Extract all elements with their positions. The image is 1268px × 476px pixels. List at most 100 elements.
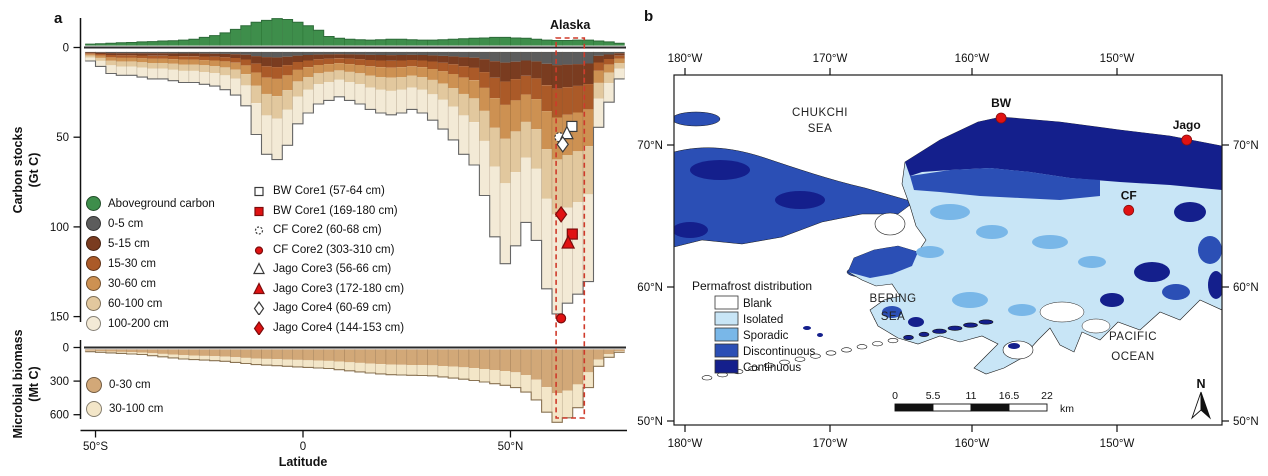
legend-swatch: [86, 236, 101, 251]
depth-legend: Aboveground carbon 0-5 cm 5-15 cm 15-30 cm 3…: [86, 196, 215, 336]
carbon-stack-bars: [84, 18, 625, 315]
legend-item: Jago Core3 (172-180 cm): [252, 281, 404, 296]
svg-text:OCEAN: OCEAN: [1111, 351, 1154, 363]
lat-tick-label: 50°N: [1233, 416, 1259, 428]
carbon-y-tick-label: 50: [56, 132, 69, 144]
legend-swatch: [86, 196, 101, 211]
legend-item-label: 15-30 cm: [108, 257, 156, 270]
panel-b-label: b: [644, 8, 654, 25]
biomass-y-tick-label: 300: [50, 376, 69, 388]
legend-item-label: 0-5 cm: [108, 217, 144, 230]
carbon-latitude-chart: 0 50 100 150 0 300 600 50°S 0 50°N Latitude Carbon …: [11, 18, 627, 469]
permafrost-legend-swatch: [714, 295, 739, 310]
permafrost-legend-label: Blank: [743, 298, 772, 310]
square-marker-icon: [254, 206, 264, 216]
legend-item-label: BW Core1 (57-64 cm): [273, 185, 385, 197]
carbon-y-tick-label: 0: [63, 43, 69, 55]
legend-item: 60-100 cm: [86, 296, 215, 311]
legend-item-label: CF Core2 (60-68 cm): [273, 224, 382, 236]
lon-tick-label: 170°W: [813, 53, 848, 65]
legend-item-label: CF Core2 (303-310 cm): [273, 243, 395, 256]
legend-item: BW Core1 (169-180 cm): [252, 204, 404, 218]
legend-item-label: Jago Core4 (60-69 cm): [273, 302, 392, 314]
legend-item-label: 30-60 cm: [108, 277, 156, 290]
latitude-tick-label: 50°S: [83, 441, 108, 453]
lon-tick-label: 150°W: [1100, 438, 1135, 450]
circle-marker-icon: [254, 245, 264, 255]
biomass-legend: 0-30 cm 30-100 cm: [86, 377, 163, 425]
lat-tick-label: 60°N: [637, 282, 663, 294]
legend-swatch: [86, 216, 101, 231]
core-marker: [559, 125, 574, 140]
square-marker-icon: [254, 186, 264, 197]
chukchi-sea-label: CHUKCHI: [792, 107, 848, 119]
triangle-marker-icon: [253, 262, 265, 275]
biomass-y-tick-label: 0: [63, 343, 69, 355]
legend-item: Jago Core4 (144-153 cm): [252, 320, 405, 335]
permafrost-legend: Permafrost distribution Blank Isolated Spor…: [692, 279, 815, 374]
circle-marker-icon: [254, 226, 264, 235]
lon-tick-label: 170°W: [813, 438, 848, 450]
map-scalebar: 0 5.5 11 16.5 22 km: [892, 390, 1074, 415]
legend-item: Aboveground carbon: [86, 196, 215, 211]
lat-tick-label: 60°N: [1233, 282, 1259, 294]
permafrost-legend-swatch: [714, 359, 739, 374]
core-marker: [555, 313, 567, 324]
legend-item-label: 30-100 cm: [109, 403, 164, 415]
bering-sea-label: BERING: [869, 293, 916, 305]
svg-text:(Mt C): (Mt C): [27, 366, 41, 401]
lon-tick-label: 180°W: [668, 438, 703, 450]
legend-item: 0-30 cm: [86, 377, 163, 393]
svg-text:(Gt C): (Gt C): [27, 153, 41, 188]
permafrost-legend-swatch: [714, 343, 739, 358]
site-marker: [995, 112, 1007, 124]
map-land-shapes: [674, 111, 1222, 381]
diamond-marker-icon: [253, 320, 265, 335]
legend-item: 0-5 cm: [86, 216, 215, 231]
north-slope-continuous: [905, 117, 1222, 190]
legend-item-label: 100-200 cm: [108, 317, 169, 330]
legend-item-label: Jago Core4 (144-153 cm): [273, 321, 405, 334]
scalebar-tick-label: 11: [966, 390, 977, 402]
legend-swatch: [86, 316, 101, 331]
legend-item: 5-15 cm: [86, 236, 215, 251]
legend-item: CF Core2 (303-310 cm): [252, 243, 404, 257]
permafrost-legend-swatch: [714, 311, 739, 326]
north-arrow-label: N: [1196, 377, 1205, 391]
kodiak-island: [1002, 340, 1034, 360]
map-sites: BW Jago CF: [991, 96, 1201, 216]
legend-item-label: Jago Core3 (56-66 cm): [273, 263, 392, 275]
core-marker: [566, 228, 578, 240]
sea-labels: CHUKCHI SEA BERING SEA PACIFIC OCEAN: [792, 107, 1156, 363]
map-axis-ticks: 180°W 180°W 170°W 170°W 160°W 160°W 150°W 150°W…: [637, 53, 1258, 450]
svg-text:SEA: SEA: [808, 123, 833, 135]
legend-item: CF Core2 (60-68 cm): [252, 223, 404, 237]
x-axis-title: Latitude: [279, 455, 328, 469]
map-frame: [673, 74, 1223, 426]
legend-item-label: 5-15 cm: [108, 237, 150, 250]
permafrost-legend-label: Isolated: [743, 314, 783, 326]
core-marker: [561, 234, 576, 249]
legend-item: 15-30 cm: [86, 256, 215, 271]
lon-tick-label: 160°W: [955, 438, 990, 450]
site-label: Jago: [1173, 118, 1201, 132]
site-marker: [1123, 204, 1135, 216]
permafrost-legend-label: Sporadic: [743, 330, 789, 342]
legend-swatch: [86, 296, 101, 311]
legend-item-label: 0-30 cm: [109, 379, 151, 391]
core-sample-markers: [554, 120, 578, 324]
legend-item: Jago Core3 (56-66 cm): [252, 262, 404, 276]
scalebar-tick-label: 22: [1041, 390, 1053, 402]
permafrost-legend-label: Discontinuous: [743, 346, 815, 358]
legend-item-label: BW Core1 (169-180 cm): [273, 204, 398, 217]
core-marker: [556, 135, 570, 153]
permafrost-legend-label: Continuous: [743, 362, 801, 374]
biomass-stack-bars: [84, 349, 625, 423]
lat-tick-label: 70°N: [637, 140, 663, 152]
legend-item: 30-100 cm: [86, 401, 163, 417]
diamond-marker-icon: [253, 301, 265, 315]
legend-item: Jago Core4 (60-69 cm): [252, 301, 404, 315]
legend-swatch: [86, 256, 101, 271]
north-arrow: N: [1191, 377, 1211, 420]
